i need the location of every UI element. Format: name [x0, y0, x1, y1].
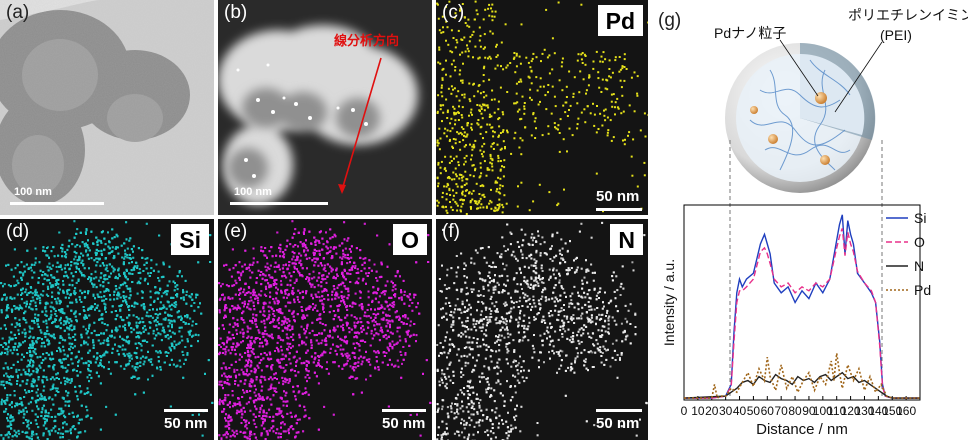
panel-label: (d)	[6, 221, 29, 243]
x-tick-label: 70	[774, 404, 788, 418]
legend-label-si: Si	[914, 210, 926, 226]
panel-label: (c)	[442, 2, 464, 24]
x-tick-label: 40	[733, 404, 747, 418]
x-tick-label: 60	[761, 404, 775, 418]
scale-bar	[596, 208, 642, 211]
scale-label: 50 nm	[382, 415, 425, 432]
legend-label-o: O	[914, 234, 925, 250]
scale-bar	[382, 409, 426, 412]
panel-e-o-map: (e) O 50 nm	[218, 219, 432, 440]
element-label: N	[610, 224, 643, 255]
pei-callout: ポリエチレンイミン	[848, 7, 968, 23]
pd-nanoparticle-callout: Pdナノ粒子	[714, 25, 786, 41]
panel-f-n-map: (f) N 50 nm	[436, 219, 648, 440]
series-line-o	[684, 228, 920, 398]
scale-bar	[596, 409, 642, 412]
panel-label: (e)	[224, 221, 247, 243]
series-line-si	[684, 215, 920, 398]
x-axis-label: Distance / nm	[756, 421, 848, 438]
stem-image	[218, 0, 432, 215]
panel-c-pd-map: (c) Pd 50 nm	[436, 0, 648, 215]
pei-callout-abbrev: (PEI)	[880, 27, 912, 43]
line-scan-annotation: 線分析方向	[334, 30, 399, 49]
element-label: O	[393, 224, 427, 255]
scale-label: 100 nm	[14, 186, 52, 198]
particle-schematic: Pdナノ粒子 ポリエチレンイミン (PEI)	[714, 7, 968, 193]
tem-image	[0, 0, 214, 215]
panel-b-stem: (b) 線分析方向 100 nm	[218, 0, 432, 215]
panel-label: (g)	[658, 10, 681, 31]
series-line-n	[684, 373, 920, 398]
x-tick-label: 80	[788, 404, 802, 418]
scale-label: 50 nm	[596, 188, 639, 205]
panel-label: (f)	[442, 221, 460, 243]
x-tick-label: 30	[719, 404, 733, 418]
y-axis-label: Intensity / a.u.	[661, 259, 677, 346]
legend-label-pd: Pd	[914, 282, 931, 298]
plot-frame	[684, 205, 920, 400]
scale-bar	[10, 202, 104, 205]
panel-d-si-map: (d) Si 50 nm	[0, 219, 214, 440]
panel-label: (a)	[6, 2, 29, 24]
scale-label: 50 nm	[164, 415, 207, 432]
x-tick-label: 50	[747, 404, 761, 418]
x-tick-label: 0	[681, 404, 688, 418]
x-tick-label: 160	[896, 404, 916, 418]
panel-label: (b)	[224, 2, 247, 24]
scale-bar	[230, 202, 328, 205]
panel-a-tem: (a) 100 nm	[0, 0, 214, 215]
x-tick-label: 10	[691, 404, 705, 418]
element-label: Si	[171, 224, 209, 255]
x-tick-label: 20	[705, 404, 719, 418]
legend-label-n: N	[914, 258, 924, 274]
scale-bar	[164, 409, 208, 412]
element-label: Pd	[598, 5, 643, 36]
panel-g-line-profile: (g)	[650, 0, 968, 440]
scale-label: 50 nm	[596, 415, 639, 432]
scale-label: 100 nm	[234, 186, 272, 198]
